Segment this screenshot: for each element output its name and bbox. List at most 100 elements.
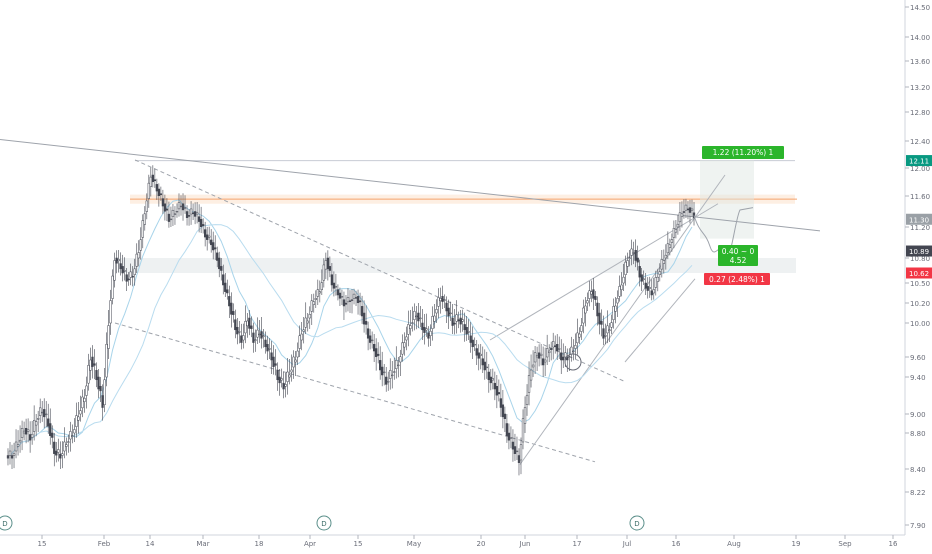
candle-body bbox=[234, 319, 237, 331]
candle-body bbox=[123, 270, 126, 272]
candle-body bbox=[618, 286, 621, 297]
candle-body bbox=[226, 289, 229, 294]
price-tick-label: 8.80 bbox=[910, 430, 926, 438]
candle-body bbox=[268, 348, 271, 350]
candle-body bbox=[602, 328, 605, 339]
candle-body bbox=[111, 275, 114, 299]
candle-body bbox=[320, 282, 323, 290]
candle-body bbox=[292, 356, 295, 368]
candle-body bbox=[300, 333, 303, 341]
candle-body bbox=[171, 209, 175, 217]
candle-body bbox=[397, 364, 400, 367]
price-tick-label: 9.40 bbox=[910, 374, 926, 382]
candle-body bbox=[95, 370, 98, 381]
candle-body bbox=[189, 208, 193, 215]
candle-body bbox=[236, 327, 239, 335]
candle-body bbox=[511, 441, 515, 450]
time-tick-label: 20 bbox=[477, 540, 486, 548]
candle-body bbox=[646, 286, 649, 291]
rising-channel-bottom bbox=[624, 278, 696, 363]
candle-body bbox=[501, 404, 505, 418]
candle-body bbox=[594, 296, 597, 300]
price-label-text: 10.62 bbox=[909, 270, 929, 278]
candle-body bbox=[22, 430, 26, 434]
candle-body bbox=[131, 275, 134, 278]
candle-body bbox=[389, 370, 392, 379]
candle-body bbox=[222, 274, 225, 286]
time-tick-label: Jul bbox=[622, 540, 632, 548]
moving-averages bbox=[9, 199, 693, 456]
candle-body bbox=[324, 260, 328, 270]
circle-marker bbox=[564, 353, 582, 371]
candle-body bbox=[290, 369, 293, 373]
time-tick-label: Mar bbox=[196, 540, 209, 548]
candle-body bbox=[513, 446, 517, 454]
candle-body bbox=[379, 360, 382, 371]
candle-body bbox=[636, 257, 639, 263]
candle-body bbox=[49, 423, 52, 436]
candle-body bbox=[212, 242, 215, 251]
price-tick-label: 14.00 bbox=[910, 34, 930, 42]
candle-body bbox=[127, 278, 130, 281]
candle-body bbox=[220, 266, 223, 271]
candle-body bbox=[159, 193, 163, 196]
candle-body bbox=[560, 352, 563, 361]
candle-body bbox=[606, 325, 609, 334]
candle-body bbox=[423, 327, 426, 333]
candle-body bbox=[586, 300, 589, 304]
candle-body bbox=[129, 271, 132, 278]
candle-body bbox=[620, 284, 623, 290]
candle-body bbox=[97, 376, 100, 390]
candle-body bbox=[457, 319, 460, 322]
candle-body bbox=[45, 413, 48, 416]
candle-body bbox=[352, 293, 356, 299]
candle-body bbox=[185, 211, 189, 218]
candle-body bbox=[656, 276, 659, 282]
candle-body bbox=[306, 320, 309, 324]
candle-body bbox=[401, 342, 404, 355]
candle-body bbox=[105, 344, 108, 378]
candle-body bbox=[692, 212, 696, 218]
price-tick-label: 7.90 bbox=[910, 522, 926, 530]
candle-body bbox=[340, 296, 344, 298]
event-marker-icon bbox=[629, 515, 645, 531]
price-label-text: 10.89 bbox=[909, 248, 929, 256]
candle-body bbox=[115, 257, 118, 264]
candle-body bbox=[149, 176, 152, 187]
candle-body bbox=[572, 350, 575, 353]
time-tick-label: 19 bbox=[792, 540, 801, 548]
candle-body bbox=[449, 312, 452, 315]
candle-body bbox=[107, 325, 110, 349]
candle-body bbox=[634, 250, 637, 261]
candle-body bbox=[39, 407, 42, 416]
candle-body bbox=[75, 415, 78, 427]
candle-body bbox=[187, 215, 191, 217]
candle-body bbox=[648, 287, 651, 289]
candle-body bbox=[284, 384, 287, 387]
candle-body bbox=[600, 321, 603, 325]
time-tick-label: 15 bbox=[354, 540, 363, 548]
time-tick-label: Feb bbox=[98, 540, 111, 548]
candle-body bbox=[658, 271, 661, 275]
candle-body bbox=[465, 327, 468, 335]
risk-reward-label-text: 0.40 ~ 0 bbox=[722, 247, 755, 256]
candle-body bbox=[622, 276, 625, 284]
candle-body bbox=[165, 208, 169, 211]
candle-body bbox=[515, 450, 519, 453]
candle-body bbox=[89, 359, 92, 371]
price-tick-label: 14.50 bbox=[910, 4, 930, 12]
candle-body bbox=[79, 410, 82, 415]
candle-body bbox=[415, 315, 418, 318]
candle-body bbox=[242, 335, 245, 341]
stop-label bbox=[704, 273, 770, 285]
candle-body bbox=[338, 292, 342, 299]
annotations: 1.22 (11.20%) 1 0.40 ~ 04.52 0.27 (2.48%) … bbox=[0, 146, 784, 531]
candle-body bbox=[554, 345, 557, 348]
candle-body bbox=[147, 182, 150, 199]
candle-body bbox=[405, 336, 408, 341]
candle-body bbox=[113, 260, 116, 281]
candle-body bbox=[535, 355, 539, 358]
price-tick-label: 10.20 bbox=[910, 300, 930, 308]
